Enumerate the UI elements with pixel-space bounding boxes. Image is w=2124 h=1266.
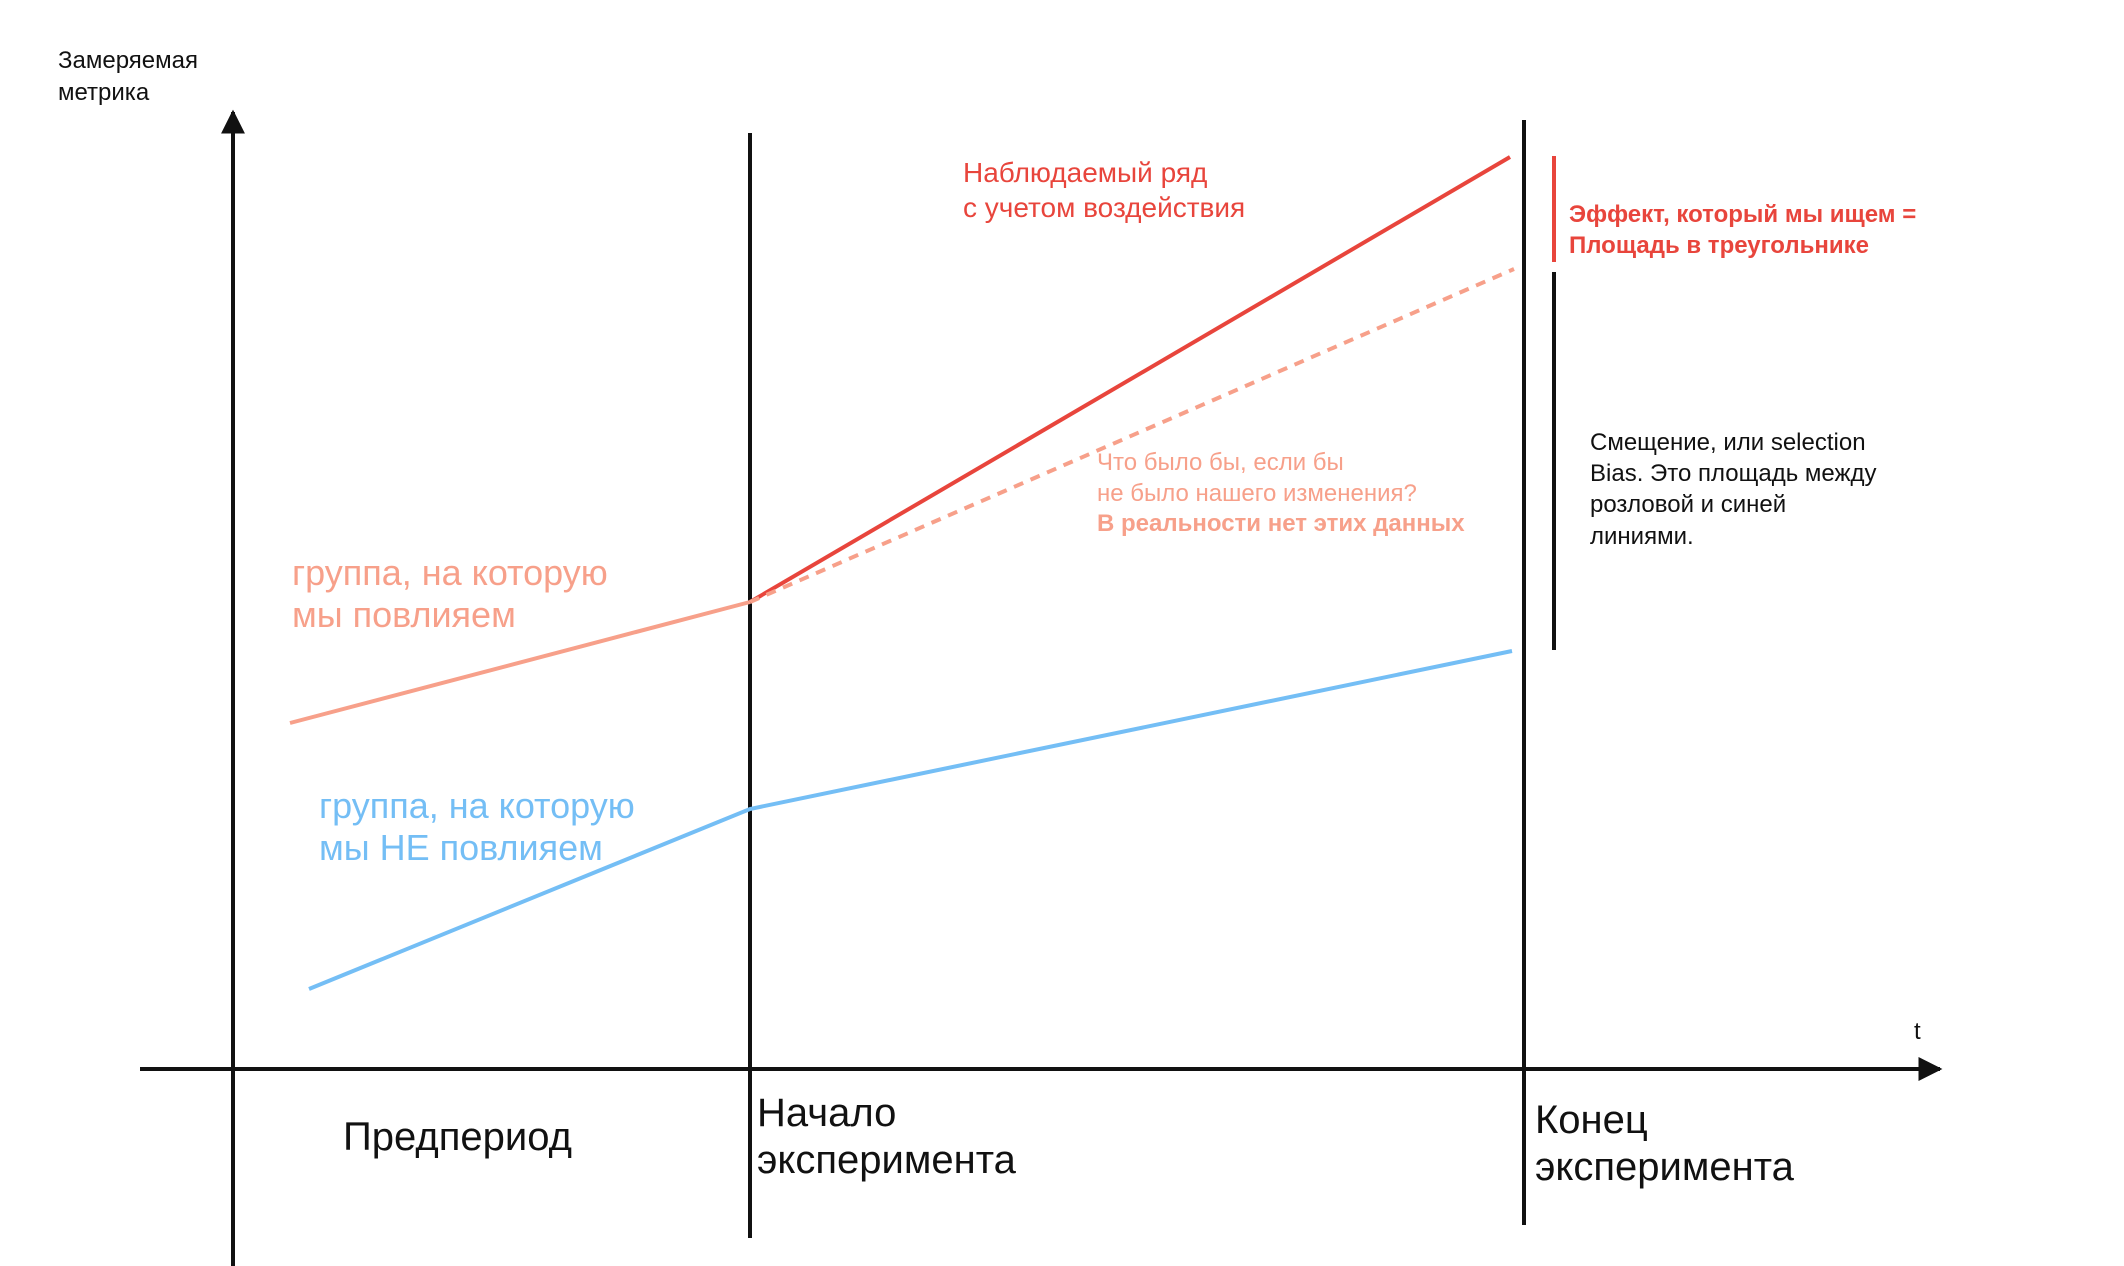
observed-label-line-1: Наблюдаемый ряд (963, 157, 1208, 188)
bias-annotation-line-4: линиями. (1590, 522, 1694, 550)
x-axis-label: t (1914, 1018, 1921, 1045)
counterfactual-label-line-2: не было нашего изменения? (1097, 479, 1417, 507)
effect-annotation-line-2: Площадь в треугольнике (1569, 232, 1869, 260)
bias-annotation-line-3: розловой и синей (1590, 491, 1787, 519)
treated-pre-line (289, 600, 751, 725)
bias-annotation-line-2: Bias. Это площадь между (1590, 460, 1877, 488)
experiment-end-label-line-1: Конец (1535, 1098, 1648, 1142)
observed-series-label: Наблюдаемый ряд с учетом воздействия (963, 155, 1245, 225)
y-axis-label-line-2: метрика (58, 79, 150, 107)
treated-group-label: группа, на которую мы повлияем (292, 552, 608, 637)
effect-annotation: Эффект, который мы ищем = Площадь в треу… (1569, 199, 1916, 261)
bias-annotation: Смещение, или selection Bias. Это площад… (1590, 427, 1877, 552)
experiment-end-label-line-2: эксперимента (1535, 1145, 1794, 1190)
y-axis-label-line-1: Замеряемая (58, 47, 198, 74)
counterfactual-note: В реальности нет этих данных (1097, 510, 1465, 538)
pre-period-label: Предпериод (343, 1115, 572, 1159)
counterfactual-label-line-1: Что было бы, если бы (1097, 449, 1344, 476)
y-axis-label: Замеряемая метрика (58, 45, 198, 110)
observed-label-line-2: с учетом воздействия (963, 192, 1246, 223)
counterfactual-label: Что было бы, если бы не было нашего изме… (1097, 448, 1465, 540)
experiment-end-label: Конец эксперимента (1535, 1097, 1794, 1191)
control-group-label: группа, на которую мы НЕ повлияем (319, 785, 635, 870)
counterfactual-line (749, 267, 1515, 604)
experiment-start-label: Начало эксперимента (757, 1090, 1016, 1184)
experiment-start-label-line-1: Начало (757, 1091, 897, 1135)
effect-annotation-line-1: Эффект, который мы ищем = (1569, 201, 1917, 228)
control-label-line-2: мы НЕ повлияем (319, 827, 603, 869)
treated-label-line-1: группа, на которую (292, 552, 608, 593)
treated-label-line-2: мы повлияем (292, 594, 516, 636)
observed-line (748, 155, 1512, 604)
bias-annotation-line-1: Смещение, или selection (1590, 429, 1866, 456)
control-label-line-1: группа, на которую (319, 785, 635, 826)
control-line (308, 649, 1513, 991)
experiment-start-label-line-2: эксперимента (757, 1138, 1016, 1183)
